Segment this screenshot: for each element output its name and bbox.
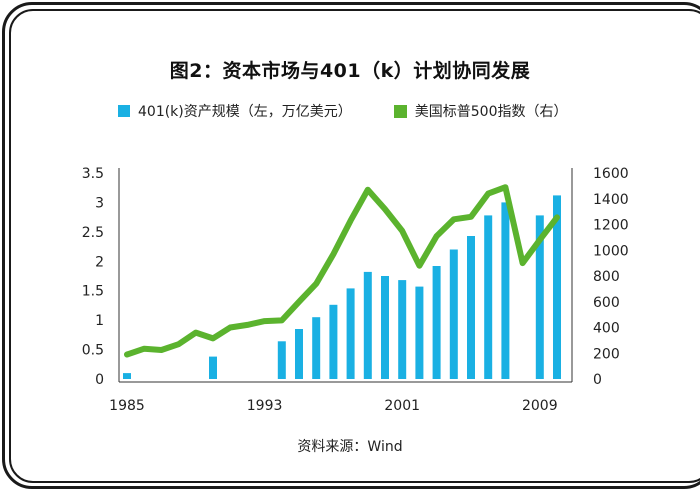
bar-2000 [381, 276, 389, 379]
bar-1997 [329, 304, 338, 379]
sp500-point-2010 [556, 216, 558, 218]
inner-border [9, 9, 700, 483]
bar-1999 [363, 271, 372, 379]
right-tick-label: 1200 [593, 218, 629, 234]
bar-1998 [346, 288, 355, 379]
legend: 401(k)资产规模（左，万亿美元） 美国标普500指数（右） [118, 101, 610, 121]
legend-item-401k: 401(k)资产规模（左，万亿美元） [118, 101, 352, 121]
legend-item-sp500: 美国标普500指数（右） [393, 101, 568, 121]
legend-swatch-line [393, 104, 407, 118]
sp500-line [124, 184, 560, 358]
right-tick-label: 800 [593, 269, 620, 285]
bar-2007 [501, 202, 510, 379]
sp500-point-2000 [384, 208, 386, 210]
sp500-point-2001 [401, 230, 403, 232]
left-tick-label: 1 [95, 313, 104, 329]
legend-label-401k: 401(k)资产规模（左，万亿美元） [138, 104, 352, 120]
sp500-point-1996 [315, 283, 317, 285]
bar-2009 [535, 215, 544, 379]
sp500-point-1999 [367, 189, 369, 191]
left-tick-label: 2 [95, 254, 104, 270]
chart-title: 图2：资本市场与401（k）计划协同发展 [169, 60, 531, 82]
sp500-point-1985 [126, 354, 128, 355]
bar-1994 [277, 341, 286, 379]
sp500-point-1987 [160, 349, 162, 351]
legend-swatch-bar [118, 105, 130, 117]
right-tick-label: 600 [593, 295, 620, 311]
sp500-point-2002 [418, 265, 420, 267]
left-tick-label: 1.5 [82, 284, 104, 300]
right-tick-label: 1000 [593, 243, 629, 259]
bar-2010 [553, 195, 561, 379]
left-tick-label: 2.5 [82, 225, 104, 241]
left-tick-label: 3.5 [82, 166, 104, 182]
sp500-point-1986 [143, 348, 145, 350]
bar-2006 [484, 215, 493, 379]
bar-2004 [449, 249, 458, 379]
bar-2005 [467, 236, 475, 379]
x-tick-label: 2001 [384, 398, 420, 414]
sp500-point-2005 [470, 216, 472, 218]
left-tick-label: 0.5 [82, 343, 104, 359]
left-tick-label: 0 [95, 372, 104, 388]
x-tick-label: 2009 [522, 398, 558, 414]
right-tick-label: 0 [593, 372, 602, 388]
sp500-point-1992 [246, 324, 248, 326]
sp500-point-2008 [522, 262, 524, 264]
legend-label-sp500: 美国标普500指数（右） [414, 104, 568, 120]
sp500-point-1993 [264, 320, 266, 322]
sp500-point-2003 [436, 235, 438, 237]
sp500-point-1988 [178, 343, 180, 345]
source-note: 资料来源：Wind [297, 439, 403, 455]
x-tick-label: 1985 [109, 398, 145, 414]
bar-1995 [295, 329, 303, 379]
bar-2003 [432, 266, 441, 379]
right-tick-label: 1400 [593, 192, 629, 208]
right-tick-label: 200 [593, 346, 620, 362]
bar-1996 [312, 317, 321, 379]
bar-1985 [123, 373, 131, 379]
sp500-point-1989 [195, 332, 197, 334]
sp500-point-2006 [487, 193, 489, 195]
sp500-point-1995 [298, 301, 300, 303]
sp500-point-2004 [453, 218, 455, 220]
sp500-point-2007 [504, 186, 506, 188]
sp500-point-1991 [229, 327, 231, 328]
bar-2002 [415, 286, 424, 379]
sp500-point-1998 [350, 220, 352, 222]
bar-1990 [209, 356, 217, 379]
sp500-point-2009 [539, 239, 541, 241]
right-tick-label: 1600 [593, 166, 629, 182]
outer-border [2, 2, 700, 489]
sp500-point-1997 [332, 253, 334, 255]
bar-2001 [398, 280, 407, 379]
right-tick-label: 400 [593, 321, 620, 337]
x-tick-label: 1993 [247, 398, 283, 414]
sp500-point-1990 [212, 337, 214, 339]
sp500-point-1994 [281, 319, 283, 321]
left-tick-label: 3 [95, 195, 104, 211]
